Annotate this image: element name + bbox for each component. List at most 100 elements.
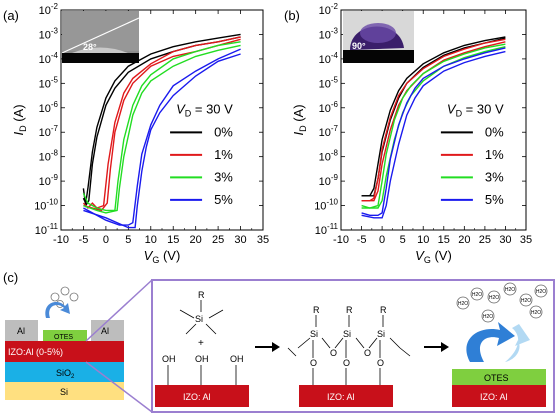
y-tick-label: 10-11 bbox=[315, 222, 339, 237]
panel-label-b: (b) bbox=[284, 8, 300, 23]
al-electrode-right bbox=[91, 320, 124, 341]
hydroxyl-label: OH bbox=[162, 354, 176, 364]
water-molecule-label: H2O bbox=[483, 314, 493, 320]
legend-label-0pct: 0% bbox=[214, 124, 233, 139]
series-line-5pct-fwd bbox=[361, 47, 506, 216]
y-tick-label: 10-7 bbox=[39, 124, 59, 139]
y-tick-label: 10-2 bbox=[319, 2, 339, 17]
x-tick-label: 25 bbox=[212, 234, 224, 246]
legend-label-3pct: 3% bbox=[485, 169, 504, 184]
x-tick-label: 30 bbox=[499, 234, 511, 246]
legend-label-3pct: 3% bbox=[214, 169, 233, 184]
izo-layer bbox=[5, 341, 124, 362]
series-line-3pct-fwd bbox=[361, 43, 506, 209]
y-tick-label: 10-4 bbox=[39, 51, 59, 66]
y-tick-label: 10-6 bbox=[39, 100, 59, 115]
step1-si-label: Si bbox=[195, 314, 203, 324]
izo-substrate-label-step3: IZO: Al bbox=[480, 392, 508, 402]
step2-si2-label: Si bbox=[343, 329, 351, 339]
oxygen-label: O bbox=[330, 348, 337, 358]
plot-area-a: -10 -5 0 5 10 15 20 25 30 35 10-11 10-10 10-9 10-8 10-… bbox=[11, 2, 269, 265]
sio2-layer-label: SiO2 bbox=[56, 368, 75, 380]
oxygen-label: O bbox=[364, 348, 371, 358]
izo-substrate-step1 bbox=[155, 385, 249, 407]
y-tick-label: 10-10 bbox=[314, 198, 338, 213]
x-axis-label: VG (V) bbox=[415, 248, 452, 265]
bond-line bbox=[208, 309, 224, 319]
series-line-1pct-fwd bbox=[361, 38, 506, 202]
reaction-arrow-icon bbox=[424, 342, 449, 352]
water-molecule-label: H2O bbox=[489, 295, 499, 301]
water-molecule-label: H2O bbox=[472, 292, 482, 298]
series-line-1pct-fwd bbox=[82, 36, 241, 210]
panel-label-a: (a) bbox=[3, 8, 19, 23]
step2-condensed-network: R R R Si Si Si O O O O O bbox=[287, 305, 411, 407]
x-axis-label: VG (V) bbox=[144, 248, 181, 265]
series-line-3pct-fwd bbox=[82, 41, 241, 212]
step1-silane-and-hydroxyl: R Si + OH OH OH IZO: Al bbox=[155, 290, 249, 407]
al-left-label: Al bbox=[17, 326, 25, 336]
repel-arrow-icon bbox=[466, 322, 515, 362]
al-right-label: Al bbox=[101, 326, 109, 336]
otes-coating-label: OTES bbox=[484, 373, 509, 383]
series-line-0pct-fwd bbox=[82, 33, 241, 206]
water-droplet-a bbox=[72, 47, 128, 53]
x-tick-label: 20 bbox=[458, 234, 470, 246]
x-tick-label: -10 bbox=[53, 234, 69, 246]
x-tick-label: -5 bbox=[79, 234, 89, 246]
step2-r3-label: R bbox=[380, 305, 387, 315]
panel-b: (b) -10 -5 0 5 10 15 20 25 30 35 10-11 10-10 10-9 10-… bbox=[284, 2, 532, 265]
y-tick-label: 10-3 bbox=[39, 26, 59, 41]
series-line-5pct-rev bbox=[83, 53, 241, 229]
legend-label-5pct: 5% bbox=[214, 192, 233, 207]
bond-line bbox=[179, 309, 195, 319]
y-tick-label: 10-8 bbox=[319, 149, 339, 164]
otes-layer-label: OTES bbox=[54, 334, 73, 341]
y-tick-label: 10-10 bbox=[34, 198, 58, 213]
reaction-arrow-icon bbox=[255, 342, 280, 352]
step1-r-label: R bbox=[198, 290, 205, 300]
al-electrode-left bbox=[5, 320, 38, 341]
x-tick-label: 5 bbox=[400, 234, 406, 246]
bond-line bbox=[321, 337, 331, 349]
water-molecule-icon bbox=[470, 287, 484, 301]
y-tick-label: 10-9 bbox=[39, 173, 59, 188]
x-tick-label: -10 bbox=[333, 234, 349, 246]
water-molecule-icon bbox=[60, 286, 70, 296]
y-tick-label: 10-11 bbox=[35, 222, 59, 237]
legend-title: VD = 30 V bbox=[447, 101, 504, 118]
water-molecule-label: H2O bbox=[531, 310, 541, 316]
x-tick-label: 0 bbox=[379, 234, 385, 246]
x-tick-label: 20 bbox=[190, 234, 202, 246]
mechanism-box bbox=[151, 279, 555, 413]
y-tick-label: 10-5 bbox=[319, 75, 339, 90]
repel-arrow-icon bbox=[505, 324, 530, 362]
droplet-highlight-b bbox=[360, 23, 396, 43]
water-molecule-label: H2O bbox=[458, 301, 468, 307]
step2-si1-label: Si bbox=[310, 329, 318, 339]
water-molecule-label: H2O bbox=[505, 287, 515, 293]
contact-angle-label-a: 28° bbox=[83, 42, 97, 52]
plus-sign: + bbox=[198, 338, 204, 349]
hydroxyl-label: OH bbox=[195, 354, 209, 364]
contact-angle-inset-a: 28° bbox=[61, 11, 140, 63]
inset-substrate-b bbox=[343, 50, 414, 63]
water-molecule-icon bbox=[50, 292, 60, 302]
izo-substrate-label-step2: IZO: Al bbox=[327, 392, 355, 402]
y-tick-label: 10-8 bbox=[39, 149, 59, 164]
y-tick-label: 10-7 bbox=[319, 124, 339, 139]
izo-substrate-label-step1: IZO: Al bbox=[183, 392, 211, 402]
inset-substrate-a bbox=[62, 53, 139, 63]
izo-substrate-step3 bbox=[452, 385, 546, 407]
izo-substrate-step2 bbox=[299, 385, 393, 407]
series-line-5pct-rev bbox=[361, 50, 506, 219]
legend-label-5pct: 5% bbox=[485, 192, 504, 207]
y-axis-label: ID (A) bbox=[11, 104, 28, 135]
panel-a: (a) -10 -5 0 5 10 15 20 25 30 35 10-11 10-10 10-9 10-… bbox=[3, 2, 269, 265]
oxygen-label: O bbox=[377, 358, 384, 368]
x-tick-label: 35 bbox=[520, 234, 532, 246]
y-tick-label: 10-2 bbox=[39, 2, 59, 17]
bond-line bbox=[205, 323, 217, 335]
contact-angle-inset-b: 90° bbox=[343, 11, 414, 63]
